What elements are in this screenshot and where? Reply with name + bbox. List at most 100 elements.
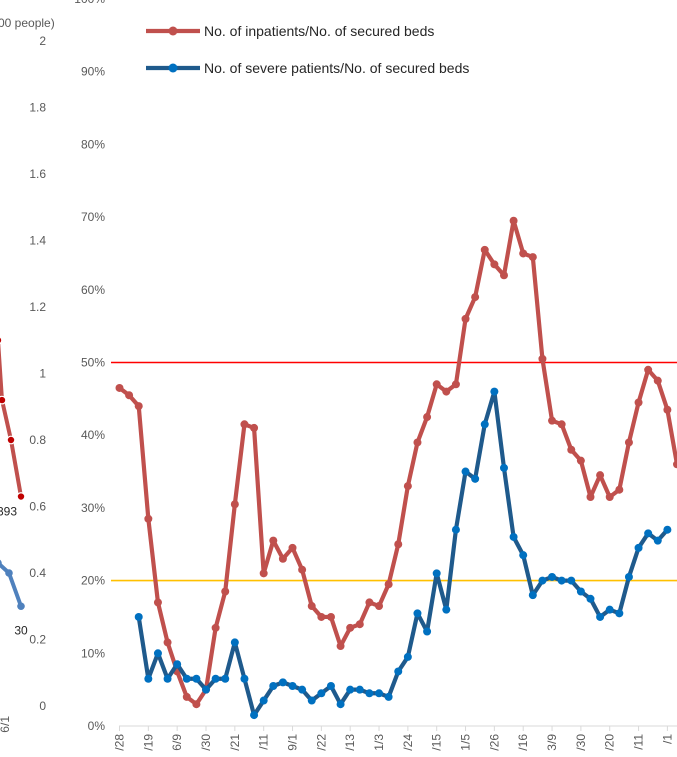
main-chart: 0%10%20%30%40%50%60%70%80%90%100% /28/19… [74,0,677,751]
main-series-point [346,685,355,694]
main-series-point [288,682,297,691]
main-series-point [461,314,470,323]
main-series-point [519,551,528,560]
main-series-point [163,638,172,647]
main-x-tick-label: 3/9 [545,734,559,751]
reference-lines [111,361,677,582]
main-x-tick-label: /13 [343,734,357,751]
left-y-tick-label: 0.6 [29,500,46,514]
main-series-point [615,485,624,494]
main-x-tick-label: /24 [401,734,415,751]
main-series-point [557,420,566,429]
main-series-point [451,380,460,389]
main-series-point [365,689,374,698]
main-series-point [509,532,518,541]
main-series-point [211,674,220,683]
main-x-tick-label: /30 [574,734,588,751]
main-series-point [317,612,326,621]
main-series-point [250,711,259,720]
main-y-tick-label: 20% [81,574,105,588]
main-series-point [596,471,605,480]
main-series-point [144,514,153,523]
main-x-tick-label: /21 [228,734,242,751]
main-series-point [413,438,422,447]
main-series-point [288,543,297,552]
main-series-point [259,569,268,578]
main-series-point [644,365,653,374]
legend: No. of inpatients/No. of secured beds No.… [146,23,469,76]
main-y-tick-label: 70% [81,210,105,224]
main-series-point [634,398,643,407]
left-series-point [17,602,25,611]
main-series-point [365,598,374,607]
main-series-point [355,620,364,629]
main-series-point [375,602,384,611]
main-series-point [230,638,239,647]
main-series-point [624,438,633,447]
main-series-point [336,642,345,651]
left-series-point [6,435,16,445]
main-series-point [663,525,672,534]
left-y-tick-label: 1.2 [29,300,46,314]
main-series-point [115,383,124,392]
main-series-point [480,245,489,254]
main-series-point [278,678,287,687]
main-series-point [548,416,557,425]
main-series-point [182,692,191,701]
left-y-tick-label: 1.8 [29,101,46,115]
main-series-point [278,554,287,563]
main-y-ticks: 0% 10% 20% 30% 40% 50% 60% 70% 80% 90% 100% [74,0,105,733]
main-series-point [673,460,677,469]
main-series-point [192,674,201,683]
left-y-tick-label: 2 [39,34,46,48]
main-series-point [499,271,508,280]
main-series-point [605,492,614,501]
main-series-point [298,565,307,574]
main-series-point [355,685,364,694]
left-data-label: 30 [14,623,28,637]
left-y-tick-label: 0.2 [29,633,46,647]
main-series-point [346,623,355,632]
main-series-point [461,467,470,476]
main-series-point [548,572,557,581]
main-series-point [317,689,326,698]
left-y-tick-label: 0 [39,699,46,713]
main-series-point [442,387,451,396]
main-series-point [499,463,508,472]
main-y-tick-label: 30% [81,501,105,515]
main-series-point [490,260,499,269]
main-series-point [509,216,518,225]
main-series-point [576,587,585,596]
main-series-point [182,674,191,683]
main-series-point [307,696,316,705]
left-chart: 00 people) 0 0.2 0.4 0.6 0.8 1 1.2 1.4 1.6 1.8 2 6… [0,16,55,733]
main-series-point [442,605,451,614]
main-x-tick-label: /15 [430,734,444,751]
main-series-line [136,389,670,718]
main-series-point [221,587,230,596]
main-series-point [596,612,605,621]
main-series-point [634,543,643,552]
left-series-point [0,559,2,567]
main-y-tick-label: 60% [81,283,105,297]
left-y-tick-label: 1.4 [29,234,46,248]
left-ylabel-fragment: 00 people) [0,16,55,30]
main-series-point [538,354,547,363]
left-y-tick-label: 1 [39,367,46,381]
main-series-point [653,536,662,545]
main-series-point [240,420,249,429]
main-y-tick-label: 80% [81,137,105,151]
main-series-point [528,253,537,262]
main-series-point [471,474,480,483]
main-series-point [211,623,220,632]
legend-label: No. of severe patients/No. of secured be… [204,60,469,76]
main-x-tick-label: /26 [487,734,501,751]
main-series-point [471,293,480,302]
left-series-group: 393 30 [0,336,28,637]
main-x-tick-label: /30 [199,734,213,751]
main-y-tick-label: 100% [74,0,105,6]
main-x-ticks: /28/19 6/9/30/21/11 9/1/22/13 1/3/24/15 1/5 /… [113,726,674,751]
main-series-point [221,674,230,683]
main-series-group [115,216,677,720]
main-series-point [528,591,537,600]
